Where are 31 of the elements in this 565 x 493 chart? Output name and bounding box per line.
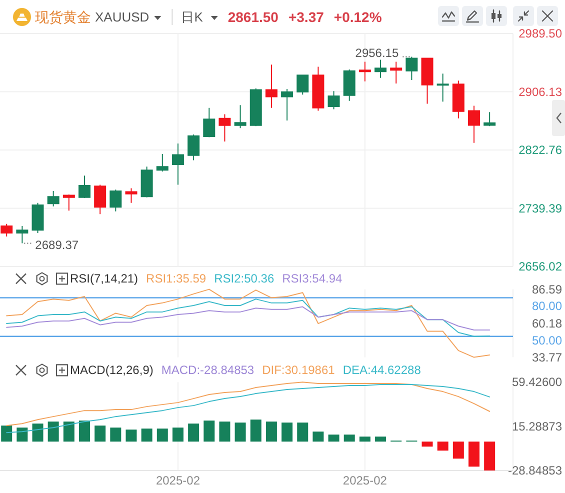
annotation: 2956.15 <box>355 46 399 60</box>
legend-item: DEA:44.62288 <box>342 363 421 378</box>
y-tick-label: 60.18 <box>532 316 562 330</box>
y-tick-label: 2656.02 <box>518 260 562 274</box>
y-tick-label: 2989.50 <box>518 26 562 40</box>
annotation: 日K <box>181 10 203 24</box>
threshold-value: 50.00 <box>532 333 562 348</box>
y-tick-label: -28.84853 <box>508 464 562 478</box>
annotation: 2861.50 <box>228 9 278 25</box>
legend-item: RSI3:54.94 <box>282 272 342 286</box>
y-tick-label: 15.28873 <box>512 419 562 434</box>
legend-item: DIF:30.19861 <box>262 363 335 378</box>
annotation: +3.37 <box>288 9 324 25</box>
title: RSI(7,14,21) <box>70 272 138 286</box>
annotation: MACD:-28.84853 <box>161 363 254 378</box>
x-tick-label: 2025-02 <box>156 474 200 488</box>
threshold-value: 80.00 <box>532 298 562 313</box>
annotation: +0.12% <box>334 9 382 25</box>
y-tick-label: 2739.39 <box>518 201 562 216</box>
y-tick-label: 33.77 <box>532 350 562 364</box>
subtitle: XAUUSD <box>95 10 150 24</box>
y-tick-label: 86.59 <box>532 282 562 296</box>
y-tick-label: 2822.76 <box>518 143 562 157</box>
title: 现货黄金 <box>35 9 91 25</box>
title: MACD(12,26,9) <box>70 363 154 378</box>
legend-item: RSI2:50.36 <box>214 272 274 286</box>
y-tick-label: 2906.13 <box>518 84 562 99</box>
x-tick-label: 2025-02 <box>342 474 387 488</box>
y-tick-label: 59.42600 <box>512 375 562 390</box>
annotation: 2689.37 <box>35 238 79 252</box>
legend-item: RSI1:35.59 <box>146 272 206 286</box>
